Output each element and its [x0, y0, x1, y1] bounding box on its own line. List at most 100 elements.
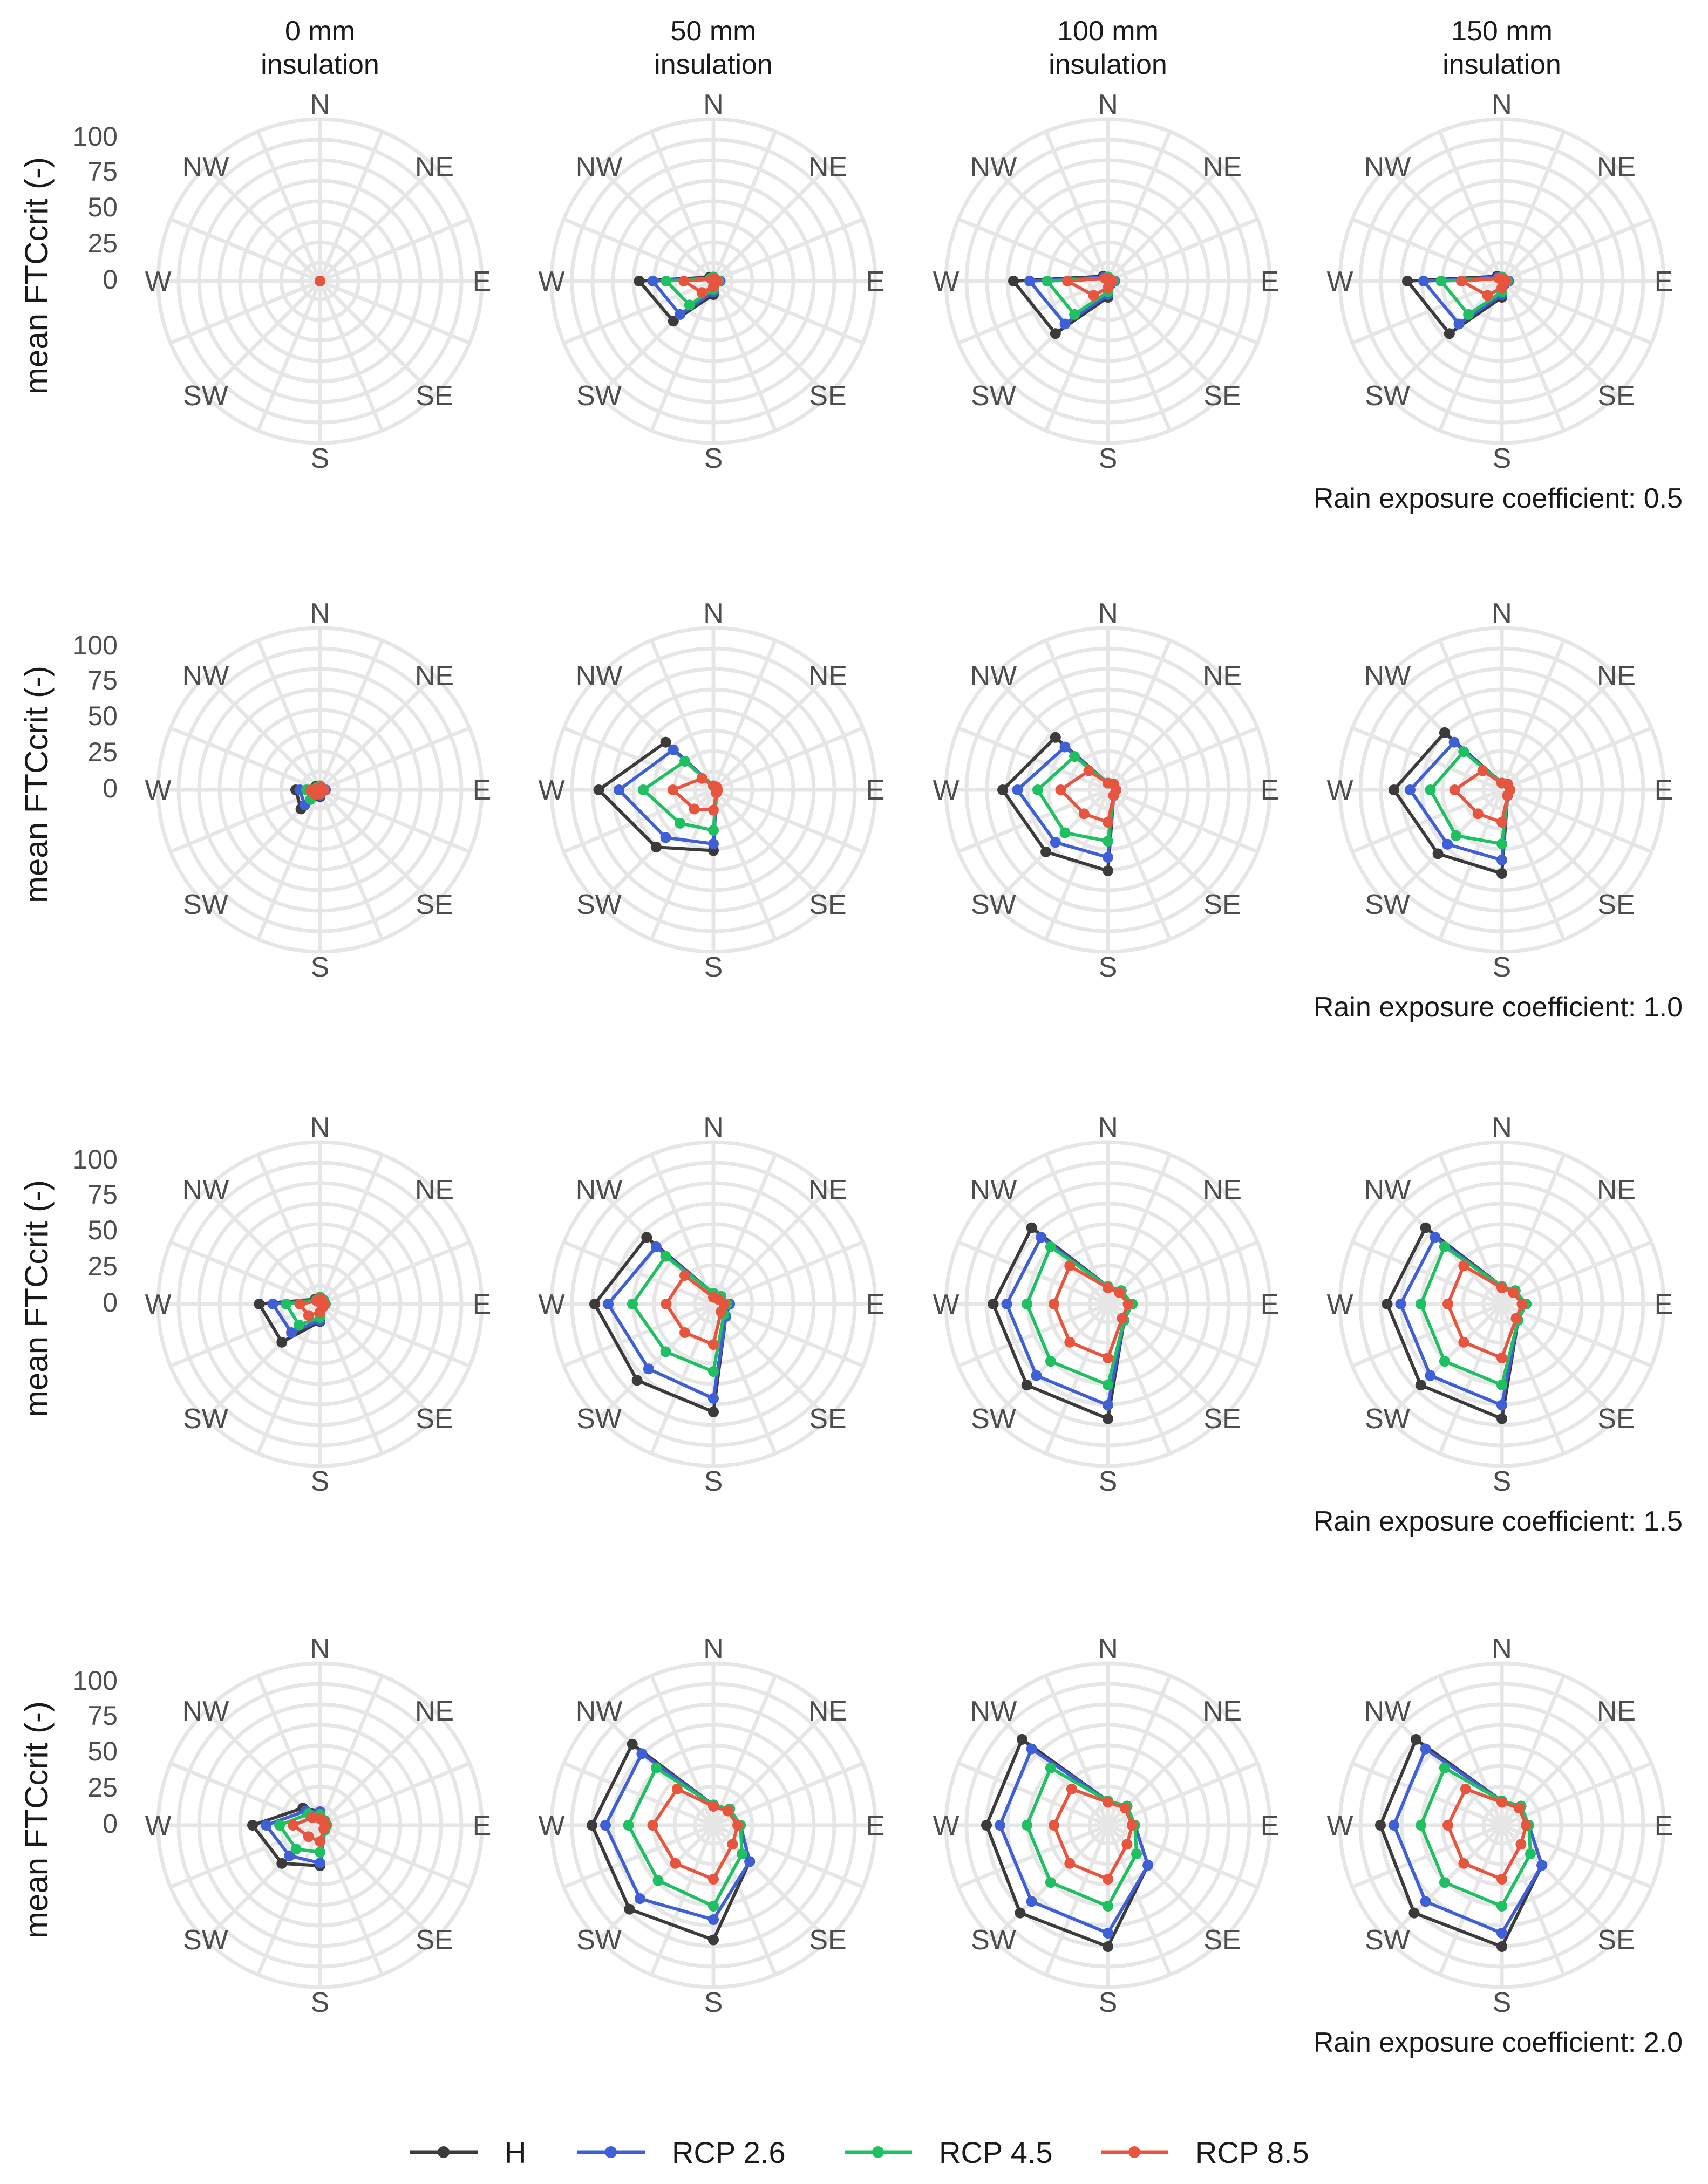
- direction-label: NW: [970, 660, 1017, 692]
- direction-label: S: [1099, 952, 1118, 983]
- grid-spoke: [712, 165, 829, 283]
- grid-spoke: [318, 789, 384, 940]
- data-point: [708, 1901, 719, 1912]
- grid-spoke: [992, 279, 1110, 397]
- data-point: [1496, 868, 1507, 879]
- data-point: [1024, 276, 1035, 286]
- data-point: [1055, 784, 1066, 795]
- grid-spoke: [1044, 1824, 1110, 1976]
- grid-spoke: [957, 1240, 1109, 1306]
- grid-spoke: [1500, 1188, 1618, 1306]
- direction-label: SE: [1597, 1924, 1635, 1956]
- data-point: [679, 756, 690, 767]
- direction-label: NW: [1364, 152, 1411, 183]
- data-point: [1103, 1380, 1113, 1390]
- data-point: [660, 1251, 671, 1262]
- legend-item: RCP 8.5: [1101, 2135, 1309, 2169]
- direction-label: W: [1326, 1810, 1353, 1841]
- grid-spoke: [1044, 1675, 1110, 1826]
- direction-label: SW: [971, 1403, 1016, 1435]
- data-point: [1442, 1820, 1453, 1831]
- radar-panel: N NE E SE S SW W NW: [145, 598, 491, 983]
- data-point: [689, 803, 700, 815]
- direction-label: N: [1098, 1633, 1118, 1664]
- direction-label: S: [1099, 443, 1118, 474]
- data-point: [708, 825, 719, 836]
- grid-spoke: [256, 280, 322, 432]
- y-axis-label: mean FTCcrit (-): [18, 157, 55, 394]
- radar-panel: N NE E SE S SW W NW: [145, 1633, 491, 2018]
- data-point: [1418, 276, 1429, 286]
- column-title-line1: 150 mm: [1451, 16, 1553, 47]
- direction-label: NW: [576, 660, 623, 692]
- grid-spoke: [1106, 279, 1224, 397]
- grid-spoke: [712, 674, 829, 791]
- data-point: [1078, 808, 1090, 820]
- data-point: [1127, 1820, 1138, 1831]
- data-point: [708, 1407, 719, 1417]
- grid-spoke: [1438, 1824, 1504, 1976]
- grid-spoke: [957, 1761, 1109, 1827]
- direction-label: E: [866, 1289, 885, 1320]
- grid-spoke: [318, 1675, 384, 1826]
- radial-tick-label: 25: [87, 737, 118, 767]
- radial-tick-label: 75: [87, 1701, 118, 1731]
- direction-label: SW: [576, 380, 622, 412]
- data-point: [1022, 1299, 1032, 1309]
- grid-spoke: [1106, 165, 1224, 283]
- grid-spoke: [319, 1823, 471, 1889]
- data-point: [1103, 852, 1113, 863]
- grid-spoke: [563, 279, 714, 345]
- direction-label: E: [473, 775, 492, 806]
- data-point: [1045, 1241, 1056, 1252]
- data-point: [634, 276, 645, 286]
- direction-label: SW: [1365, 380, 1410, 412]
- legend-marker: [872, 2146, 884, 2158]
- data-point: [1453, 318, 1465, 330]
- grid-spoke: [1438, 131, 1504, 282]
- data-point: [1021, 1380, 1032, 1391]
- direction-label: SW: [183, 889, 228, 920]
- direction-label: E: [866, 266, 885, 297]
- data-point: [696, 287, 707, 298]
- data-point: [1416, 1820, 1426, 1831]
- grid-spoke: [1106, 1188, 1224, 1306]
- data-point: [708, 1934, 719, 1946]
- direction-label: NE: [1203, 660, 1242, 692]
- grid-spoke: [1500, 1824, 1566, 1976]
- grid-spoke: [1386, 279, 1503, 397]
- data-point: [1069, 751, 1080, 762]
- direction-label: W: [933, 775, 959, 806]
- data-point: [1525, 1848, 1536, 1859]
- grid-spoke: [1351, 1302, 1503, 1368]
- data-point: [1410, 1733, 1421, 1745]
- y-axis-label: mean FTCcrit (-): [18, 1701, 55, 1939]
- column-title-line2: insulation: [654, 49, 773, 80]
- data-point: [1064, 1336, 1076, 1348]
- data-point: [1119, 1803, 1131, 1814]
- grid-spoke: [318, 131, 384, 282]
- data-point: [650, 842, 662, 853]
- data-point: [1402, 276, 1413, 286]
- row-caption: Rain exposure coefficient: 1.5: [1314, 1506, 1683, 1537]
- direction-label: N: [1098, 89, 1118, 120]
- data-point: [643, 1363, 654, 1375]
- data-point: [684, 299, 695, 311]
- grid-spoke: [1107, 726, 1258, 792]
- data-point: [1008, 276, 1019, 286]
- data-point: [303, 1310, 314, 1321]
- data-point: [995, 1820, 1005, 1831]
- legend-label: RCP 4.5: [939, 2135, 1053, 2169]
- data-point: [1382, 1299, 1393, 1309]
- direction-label: S: [704, 1987, 723, 2018]
- grid-spoke: [1044, 789, 1110, 940]
- grid-spoke: [1438, 1675, 1504, 1826]
- data-point: [1114, 1287, 1125, 1298]
- grid-spoke: [1500, 788, 1618, 906]
- data-point: [1496, 1797, 1507, 1808]
- radar-panel: N NE E SE S SW W NW: [933, 1633, 1279, 2018]
- data-point: [1496, 1413, 1507, 1424]
- grid-spoke: [992, 165, 1110, 283]
- data-point: [1117, 1313, 1128, 1324]
